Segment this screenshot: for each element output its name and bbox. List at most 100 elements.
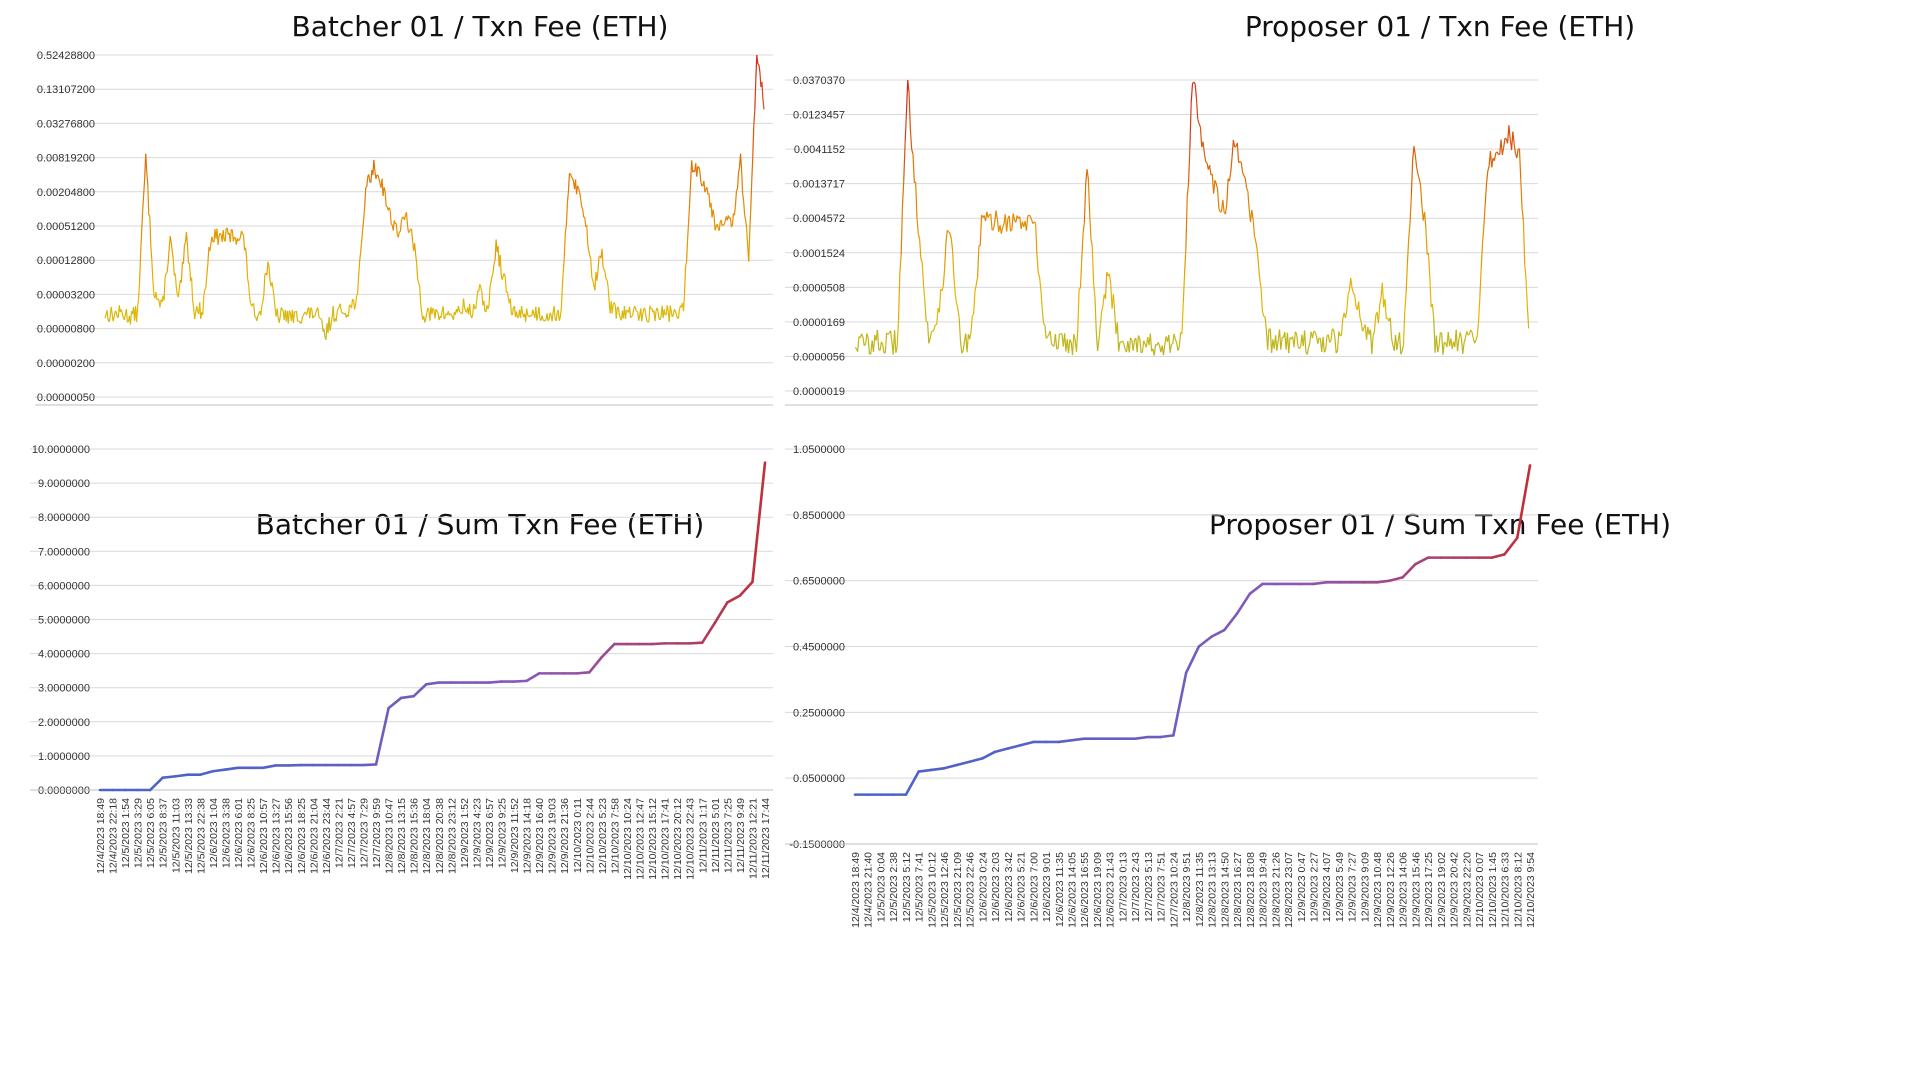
- series-segment: [1288, 337, 1291, 354]
- series-segment: [395, 223, 398, 236]
- series-segment: [1077, 288, 1080, 330]
- x-tick-label: 12/8/2023 16:27: [1232, 852, 1244, 928]
- y-tick-label: 0.8500000: [793, 510, 845, 522]
- series-segment: [1474, 339, 1477, 344]
- series-segment: [242, 235, 246, 251]
- series-segment: [1169, 344, 1172, 353]
- series-segment: [1143, 340, 1146, 345]
- x-tick-label: 12/6/2023 9:01: [1041, 852, 1053, 922]
- series-segment: [487, 680, 503, 684]
- series-segment: [356, 276, 360, 295]
- series-segment: [1525, 279, 1528, 307]
- series-segment: [245, 257, 249, 279]
- series-segment: [1036, 254, 1039, 273]
- series-segment: [1463, 337, 1466, 343]
- series-segment: [226, 227, 229, 235]
- series-segment: [1416, 167, 1419, 175]
- series-segment: [375, 174, 378, 179]
- series-segment: [248, 284, 251, 298]
- series-segment: [1104, 272, 1108, 299]
- series-segment: [975, 276, 979, 285]
- series-segment: [104, 314, 107, 319]
- series-segment: [362, 763, 378, 767]
- series-segment: [1339, 334, 1342, 337]
- series-segment: [1181, 302, 1184, 334]
- series-segment: [425, 312, 428, 319]
- series-segment: [373, 159, 376, 172]
- series-segment: [442, 306, 445, 320]
- series-segment: [414, 243, 417, 255]
- series-segment: [1218, 208, 1221, 213]
- series-segment: [580, 198, 583, 207]
- series-segment: [1455, 329, 1459, 352]
- x-tick-label: 12/11/2023 7:25: [722, 798, 734, 873]
- x-tick-label: 12/8/2023 13:15: [396, 798, 408, 874]
- series-segment: [575, 185, 579, 195]
- series-segment: [152, 280, 155, 295]
- series-segment: [969, 331, 972, 340]
- series-segment: [575, 671, 591, 675]
- series-segment: [149, 216, 152, 246]
- series-segment: [1322, 336, 1325, 353]
- series-segment: [992, 221, 996, 230]
- series-segment: [566, 191, 570, 203]
- series-segment: [115, 311, 118, 318]
- series-segment: [242, 233, 245, 236]
- series-segment: [1043, 322, 1046, 326]
- x-tick-label: 12/6/2023 5:21: [1016, 852, 1028, 922]
- x-tick-label: 12/10/2023 5:23: [597, 798, 609, 874]
- series-segment: [1466, 331, 1469, 336]
- series-segment: [1073, 334, 1076, 341]
- series-segment: [1100, 306, 1104, 313]
- series-segment: [686, 222, 690, 240]
- series-segment: [267, 261, 270, 267]
- series-segment: [942, 763, 959, 770]
- series-segment: [560, 287, 563, 309]
- series-segment: [170, 241, 173, 252]
- series-segment: [601, 248, 604, 268]
- series-segment: [231, 229, 234, 242]
- series-segment: [745, 220, 748, 229]
- series-segment: [397, 231, 400, 238]
- series-segment: [363, 206, 366, 220]
- series-segment: [1094, 297, 1097, 331]
- series-segment: [1086, 169, 1089, 180]
- series-segment: [1049, 330, 1053, 344]
- series-segment: [1199, 127, 1203, 148]
- series-segment: [922, 285, 926, 302]
- x-tick-label: 12/11/2023 17:44: [760, 798, 772, 879]
- series-segment: [1447, 331, 1451, 347]
- series-segment: [736, 172, 740, 189]
- series-segment: [261, 764, 277, 770]
- series-segment: [509, 298, 512, 315]
- series-segment: [962, 341, 966, 352]
- series-segment: [750, 180, 753, 211]
- x-tick-label: 12/6/2023 1:04: [208, 798, 220, 868]
- series-segment: [1012, 213, 1016, 221]
- series-segment: [739, 153, 743, 170]
- series-segment: [1481, 226, 1485, 244]
- series-segment: [1002, 223, 1005, 228]
- series-segment: [1098, 326, 1101, 341]
- y-tick-label: 0.0001524: [793, 248, 845, 260]
- series-segment: [315, 309, 318, 313]
- x-tick-label: 12/9/2023 9:09: [1359, 852, 1371, 922]
- series-segment: [1431, 303, 1435, 320]
- series-segment: [1226, 178, 1229, 205]
- series-segment: [1136, 335, 1140, 353]
- series-segment: [1242, 172, 1245, 176]
- series-segment: [1311, 330, 1315, 339]
- series-segment: [1224, 204, 1228, 215]
- series-segment: [450, 314, 453, 318]
- series-segment: [1133, 735, 1150, 740]
- x-tick-label: 12/6/2023 23:44: [321, 798, 333, 874]
- series-segment: [1141, 340, 1145, 353]
- series-segment: [493, 260, 496, 264]
- series-segment: [1259, 279, 1262, 289]
- series-segment: [339, 303, 342, 312]
- series-segment: [1000, 227, 1004, 234]
- y-tick-label: 10.0000000: [32, 444, 90, 456]
- series-segment: [880, 341, 884, 345]
- series-segment: [682, 293, 686, 312]
- series-segment: [866, 333, 869, 339]
